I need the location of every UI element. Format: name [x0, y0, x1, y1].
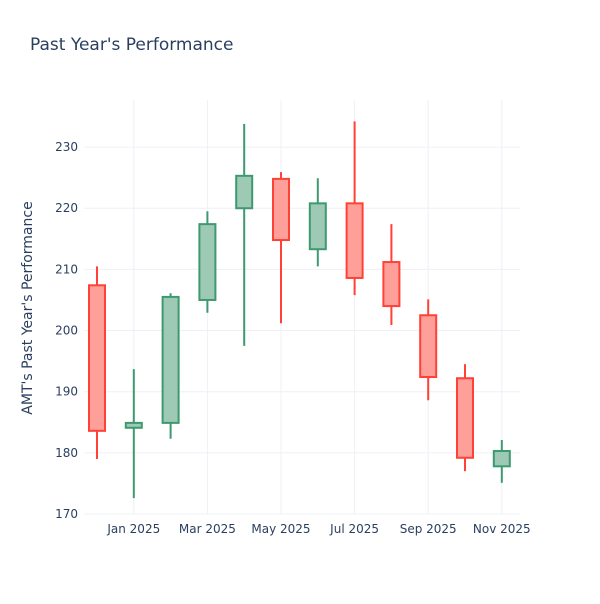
x-tick-label: Mar 2025 [179, 522, 236, 536]
candle-body [124, 421, 143, 429]
candle-mar-2025 [198, 211, 217, 313]
candles [88, 121, 511, 499]
candle-jun-2025 [308, 178, 327, 267]
candle-body [345, 202, 364, 279]
candle-body [456, 377, 474, 459]
y-axis-label: AMT's Past Year's Performance [20, 201, 36, 414]
x-tick-label: Jan 2025 [106, 522, 160, 536]
candle-may-2025 [272, 172, 290, 324]
candle-aug-2025 [382, 224, 401, 326]
candle-nov-2025 [492, 440, 511, 483]
candle-apr-2025 [235, 123, 254, 346]
candle-feb-2025 [161, 293, 180, 439]
y-tick-label: 180 [55, 446, 78, 460]
y-tick-label: 210 [55, 262, 78, 276]
candle-body [382, 261, 401, 308]
y-tick-label: 170 [55, 507, 78, 521]
candle-body [198, 223, 217, 301]
candle-body [419, 314, 438, 379]
axes: 170 180 190 200 210 220 230 Jan 2025 Mar 2025 May… [55, 140, 531, 536]
candle-body [308, 202, 327, 251]
x-tick-label: Jul 2025 [329, 522, 379, 536]
candle-body [235, 174, 254, 210]
candle-body [272, 177, 290, 242]
chart-title: Past Year's Performance [30, 35, 234, 55]
y-tick-label: 230 [55, 140, 78, 154]
candle-body [492, 450, 511, 468]
x-tick-label: May 2025 [251, 522, 310, 536]
y-tick-label: 220 [55, 201, 78, 215]
gridlines [84, 100, 520, 515]
y-tick-label: 200 [55, 324, 78, 338]
candle-body [161, 295, 180, 424]
candle-body [88, 284, 106, 432]
candle-sep-2025 [419, 299, 438, 401]
candle-dec-2024 [88, 266, 106, 459]
candle-oct-2025 [456, 364, 474, 472]
x-tick-label: Nov 2025 [473, 522, 531, 536]
x-tick-label: Sep 2025 [400, 522, 457, 536]
candle-jul-2025 [345, 121, 364, 296]
candle-jan-2025 [124, 369, 143, 499]
y-tick-label: 190 [55, 385, 78, 399]
